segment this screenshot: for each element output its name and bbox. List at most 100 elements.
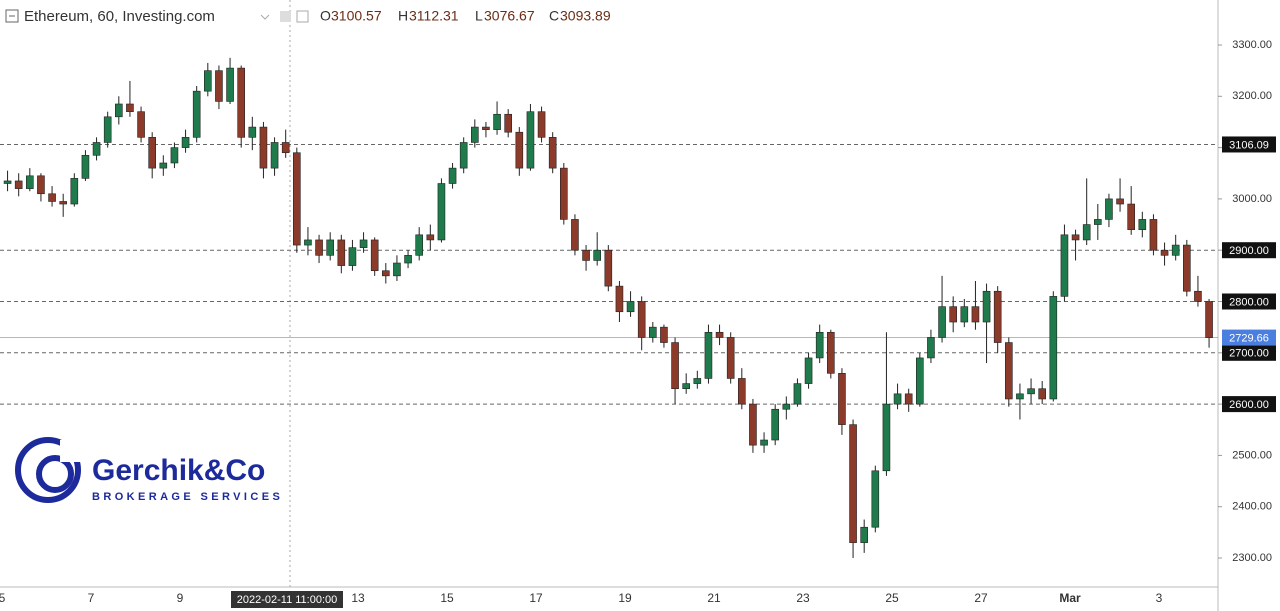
candle-body xyxy=(81,154,90,179)
candle-body xyxy=(103,116,112,143)
candle-body xyxy=(1183,244,1191,292)
candle-body xyxy=(14,180,23,189)
candle-body xyxy=(1105,198,1113,220)
candle-body xyxy=(582,249,590,261)
candle-body xyxy=(192,90,201,138)
candle-body xyxy=(404,255,412,264)
collapse-icon[interactable] xyxy=(5,9,19,23)
candle-body xyxy=(682,383,690,390)
x-tick-label: 17 xyxy=(529,591,543,605)
candle-body xyxy=(1116,198,1124,205)
candle-body xyxy=(860,526,868,543)
candle-body xyxy=(215,70,223,102)
candle-body xyxy=(181,137,190,148)
candle-body xyxy=(815,331,824,359)
candle-body xyxy=(660,326,668,343)
crosshair-label: 2022-02-11 11:00:00 xyxy=(237,594,338,606)
ohlc-label: L xyxy=(475,8,483,24)
candle-body xyxy=(1016,393,1024,400)
candle-body xyxy=(548,137,557,169)
candle-body xyxy=(615,285,624,313)
y-tick-label: 3200.00 xyxy=(1232,90,1272,102)
candle-body xyxy=(916,357,924,405)
crosshair-label-box xyxy=(231,591,343,608)
candle-body xyxy=(159,162,168,169)
logo-icon xyxy=(15,437,81,503)
level-label: 3106.09 xyxy=(1229,139,1269,151)
candle-body xyxy=(782,403,791,410)
candle-body xyxy=(448,167,457,184)
y-tick-label: 3000.00 xyxy=(1232,193,1272,205)
level-label: 2900.00 xyxy=(1229,245,1269,257)
candle-body xyxy=(1171,244,1180,256)
candle-body xyxy=(749,403,757,446)
x-tick-label: 3 xyxy=(1156,591,1163,605)
candle-body xyxy=(537,111,546,138)
candle-body xyxy=(1127,203,1135,230)
candle-body xyxy=(704,331,713,379)
x-tick-label: 21 xyxy=(707,591,721,605)
candle-body xyxy=(70,178,79,205)
candle-body xyxy=(1027,388,1035,395)
candle-body xyxy=(26,175,34,189)
icon[interactable] xyxy=(296,10,309,23)
candle-body xyxy=(593,249,601,261)
candle-body xyxy=(871,470,880,528)
candle-body xyxy=(927,337,935,359)
candle-body xyxy=(426,234,435,241)
y-tick-label: 2400.00 xyxy=(1232,501,1272,513)
candle-body xyxy=(148,137,156,169)
candle-body xyxy=(370,239,379,272)
candle-body xyxy=(1160,249,1169,256)
candle-body xyxy=(348,247,357,266)
x-tick-label: 19 xyxy=(618,591,632,605)
candle-body xyxy=(1082,224,1091,241)
candle-body xyxy=(671,342,679,390)
level-label-box xyxy=(1222,396,1276,413)
candle-body xyxy=(382,270,390,277)
candle-body xyxy=(59,201,67,205)
candle-body xyxy=(48,193,56,202)
candle-body xyxy=(1094,219,1102,225)
candle-body xyxy=(893,393,902,405)
level-label-box xyxy=(1222,136,1276,153)
candle-body xyxy=(504,113,512,133)
candle-body xyxy=(482,126,490,130)
ohlc-label: C xyxy=(549,8,559,24)
candle-body xyxy=(882,403,891,472)
candle-body xyxy=(827,331,835,374)
candle-body xyxy=(115,103,123,118)
level-label-box xyxy=(1222,242,1276,259)
x-tick-label: 13 xyxy=(351,591,365,605)
candle-body xyxy=(170,147,179,164)
level-label: 2600.00 xyxy=(1229,399,1269,411)
logo-icon xyxy=(60,440,84,462)
last-price-box xyxy=(1222,329,1276,346)
candle-body xyxy=(982,290,991,323)
candle-body xyxy=(1049,296,1058,400)
candle-body xyxy=(971,306,980,323)
candle-body xyxy=(359,239,368,248)
candle-body xyxy=(92,142,101,156)
candle-body xyxy=(1005,342,1013,400)
candle-body xyxy=(1149,219,1158,251)
dropdown-icon[interactable] xyxy=(260,14,270,20)
logo: Gerchik&Co BROKERAGE SERVICES xyxy=(15,437,280,503)
x-tick-label: 7 xyxy=(88,591,95,605)
candle-body xyxy=(237,67,245,138)
candle-body xyxy=(637,301,646,338)
candle-body xyxy=(326,239,334,256)
candle-body xyxy=(259,126,268,169)
candle-body xyxy=(1138,219,1147,230)
candle-body xyxy=(3,180,12,184)
ohlc-value: 3100.57 xyxy=(331,8,382,24)
candle-body xyxy=(337,239,346,266)
candle-body xyxy=(270,142,279,169)
candle-body xyxy=(804,357,813,384)
candle-body xyxy=(560,167,568,220)
icon[interactable] xyxy=(280,11,291,22)
candle-body xyxy=(1194,290,1202,302)
candle-body xyxy=(304,239,312,246)
